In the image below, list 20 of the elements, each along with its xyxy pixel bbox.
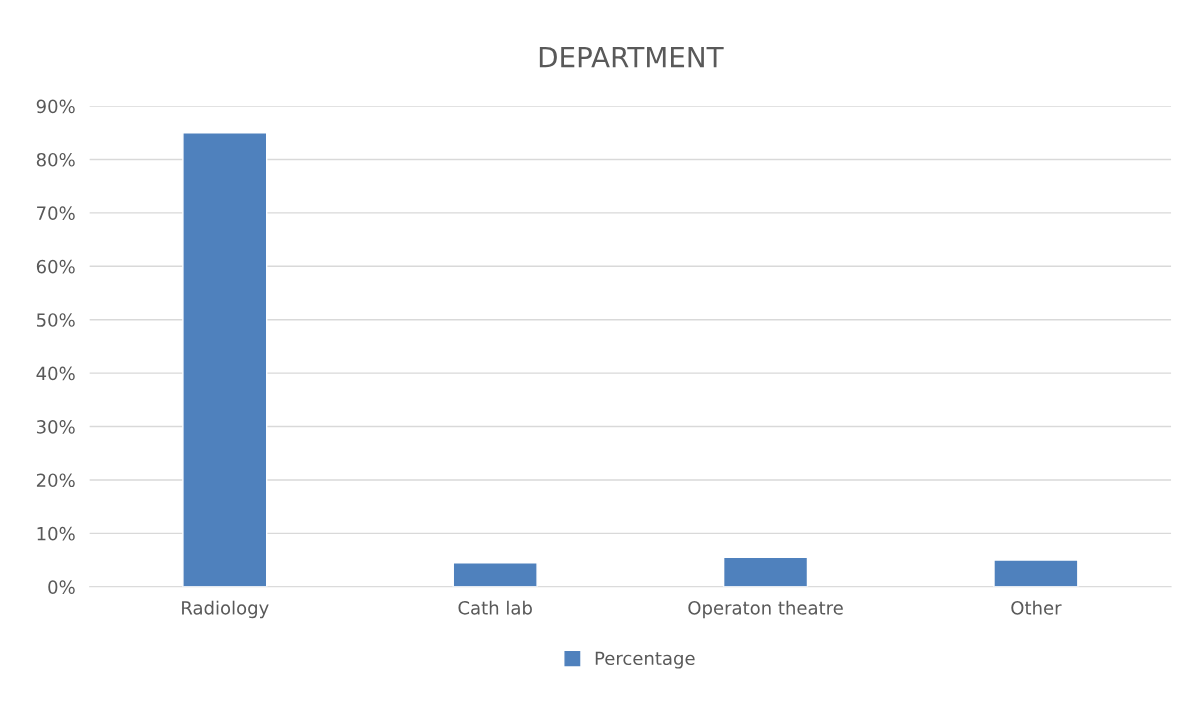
x-tick-label: Radiology: [182, 600, 269, 619]
y-tick-label: 90%: [36, 99, 75, 114]
bar: [722, 556, 809, 587]
y-tick-label: 60%: [36, 259, 75, 274]
chart-title: DEPARTMENT: [539, 46, 724, 68]
y-tick-label: 40%: [36, 366, 75, 381]
bar: [452, 562, 538, 587]
y-tick-label: 0%: [48, 580, 75, 594]
bar: [182, 132, 268, 587]
legend-label: Percentage: [595, 651, 695, 669]
y-tick-label: 50%: [37, 313, 75, 327]
bar: [993, 559, 1079, 587]
x-tick-label: Operaton theatre: [688, 600, 843, 619]
y-tick-label: 10%: [37, 526, 75, 541]
x-tick-label: Other: [1011, 600, 1062, 615]
x-tick-label: Cath lab: [458, 600, 532, 615]
y-tick-label: 70%: [37, 206, 75, 220]
y-tick-label: 20%: [36, 473, 75, 488]
y-tick-label: 80%: [36, 152, 75, 167]
y-tick-label: 30%: [36, 420, 75, 434]
